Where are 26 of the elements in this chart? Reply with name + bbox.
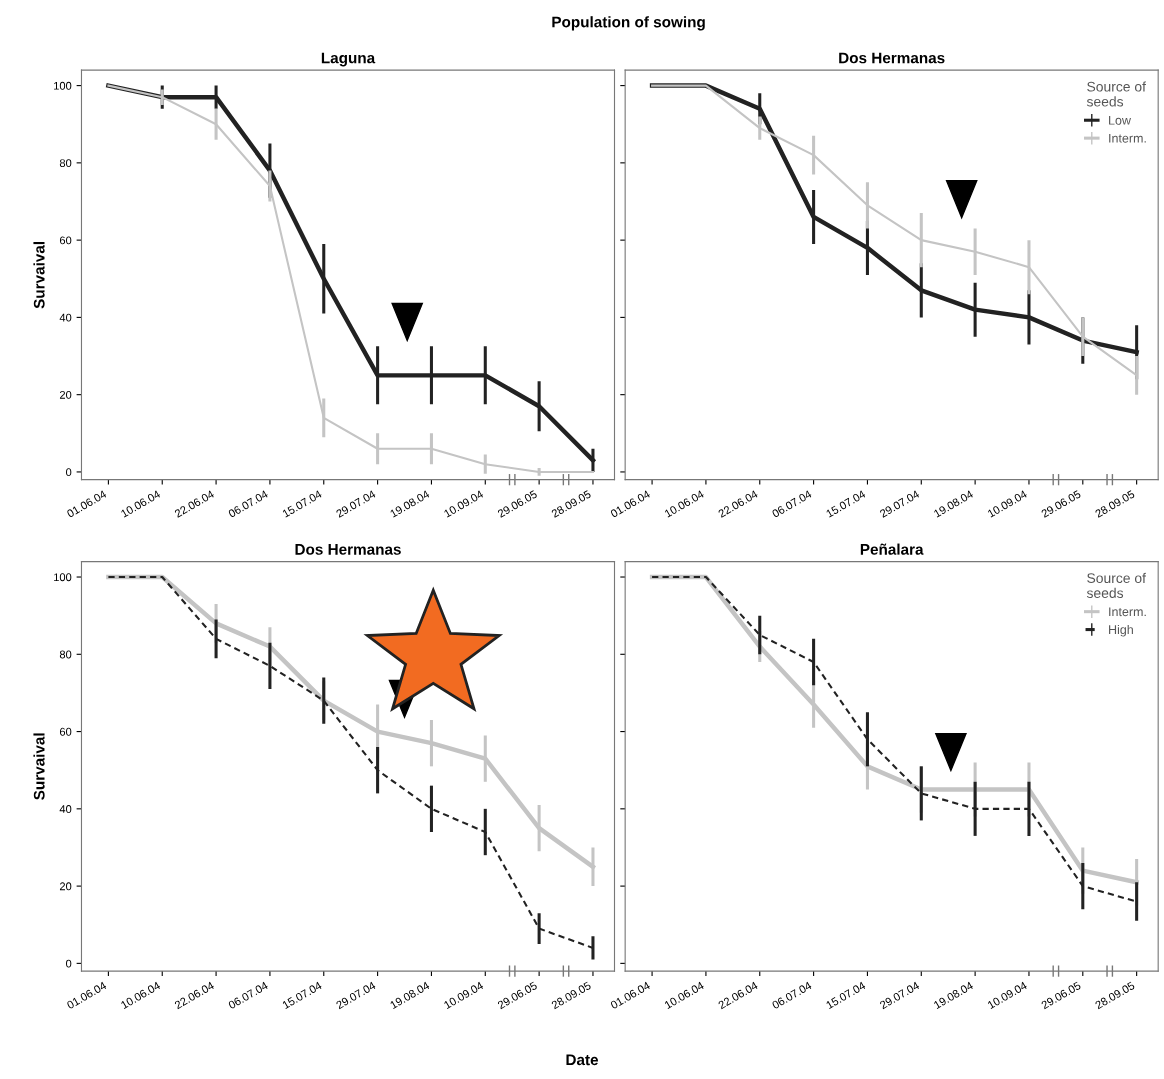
y-tick-label: 20 bbox=[59, 390, 72, 399]
y-tick-label: 80 bbox=[59, 159, 72, 167]
y-tick-label: 40 bbox=[59, 313, 72, 322]
legend-label: Interm. bbox=[1109, 133, 1146, 143]
y-tick-label: 40 bbox=[59, 805, 72, 813]
chart-title: Peñalara bbox=[860, 543, 924, 555]
legend-label: High bbox=[1109, 624, 1133, 637]
chart-title: Dos Hermanas bbox=[839, 52, 945, 64]
y-tick-label: 60 bbox=[59, 236, 72, 245]
legend-label: Low bbox=[1109, 116, 1131, 125]
y-axis-title: Survaival bbox=[33, 733, 45, 800]
y-tick-label: 100 bbox=[54, 81, 72, 90]
chart-title: Laguna bbox=[321, 52, 376, 67]
y-tick-label: 20 bbox=[59, 882, 72, 891]
chart-title: Dos Hermanas bbox=[295, 544, 401, 555]
text: Population of sowing bbox=[552, 16, 705, 31]
y-tick-label: 0 bbox=[66, 959, 72, 968]
y-tick-label: 80 bbox=[59, 650, 72, 659]
y-tick-label: 60 bbox=[59, 727, 72, 736]
y-tick-label: 100 bbox=[54, 573, 72, 582]
x-axis-title: Date bbox=[566, 1054, 599, 1066]
y-axis-title: Survaival bbox=[33, 242, 45, 309]
legend-label: Interm. bbox=[1109, 607, 1146, 617]
legend-title: Source of seeds bbox=[1086, 81, 1146, 107]
legend-title: Source of seeds bbox=[1086, 572, 1146, 598]
y-tick-label: 0 bbox=[66, 468, 72, 477]
